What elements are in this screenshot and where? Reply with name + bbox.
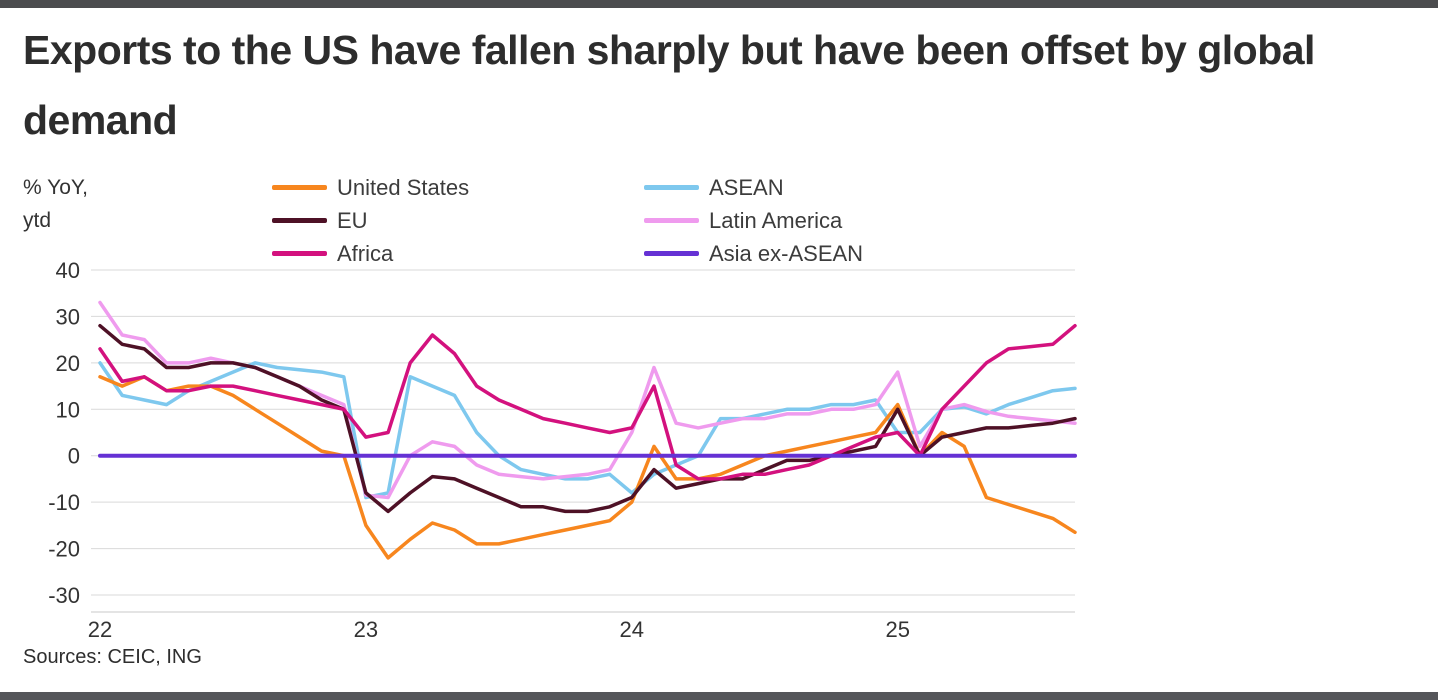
legend-label-latin-america: Latin America	[709, 207, 843, 233]
legend-swatch-asia-ex-asean	[644, 251, 699, 256]
legend-label-africa: Africa	[337, 240, 394, 266]
sources-note: Sources: CEIC, ING	[23, 646, 202, 668]
top-edge-bar	[0, 0, 1438, 8]
y-tick-label: -30	[48, 583, 80, 608]
y-tick-label: 0	[68, 444, 80, 469]
legend-swatch-latin-america	[644, 218, 699, 223]
legend-item-africa: Africa	[272, 240, 644, 266]
legend-label-united-states: United States	[337, 174, 470, 200]
legend-swatch-asean	[644, 185, 699, 190]
legend-label-asean: ASEAN	[709, 174, 784, 200]
series-line-united-states	[98, 375, 1077, 560]
y-tick-label: 20	[56, 351, 80, 376]
y-axis-unit-label: % YoY, ytd	[23, 172, 88, 237]
legend-swatch-united-states	[272, 185, 327, 190]
legend-label-eu: EU	[337, 207, 368, 233]
legend-item-eu: EU	[272, 207, 644, 233]
series-line-asean	[98, 361, 1077, 500]
y-tick-label: 40	[56, 258, 80, 283]
line-chart: 40 30 20 10 0 -10 -20 -30 22 23 24 25	[48, 258, 1077, 642]
legend-item-united-states: United States	[272, 174, 644, 200]
x-tick-label-22: 22	[88, 617, 112, 642]
legend-swatch-eu	[272, 218, 327, 223]
x-tick-label-24: 24	[620, 617, 644, 642]
legend-swatch-africa	[272, 251, 327, 256]
legend-label-asia-ex-asean: Asia ex-ASEAN	[709, 240, 864, 266]
y-axis-unit-line2: ytd	[23, 208, 52, 232]
y-tick-label: 10	[56, 397, 80, 422]
legend-item-asia-ex-asean: Asia ex-ASEAN	[644, 240, 864, 266]
y-tick-label: -20	[48, 537, 80, 562]
series-line-latin-america	[98, 300, 1077, 500]
page-title: Exports to the US have fallen sharply bu…	[23, 27, 1315, 143]
series-line-africa	[98, 323, 1077, 481]
x-tick-label-25: 25	[885, 617, 909, 642]
legend-item-asean: ASEAN	[644, 174, 863, 200]
y-axis-unit-line1: % YoY,	[23, 176, 89, 199]
x-tick-label-23: 23	[354, 617, 378, 642]
chart-legend: United States ASEAN EU Latin America Africa A…	[272, 174, 864, 266]
series-line-eu	[98, 323, 1077, 514]
y-tick-label: -10	[48, 490, 80, 515]
y-tick-label: 30	[56, 304, 80, 329]
bottom-edge-bar	[0, 692, 1438, 700]
legend-item-latin-america: Latin America	[644, 207, 863, 233]
